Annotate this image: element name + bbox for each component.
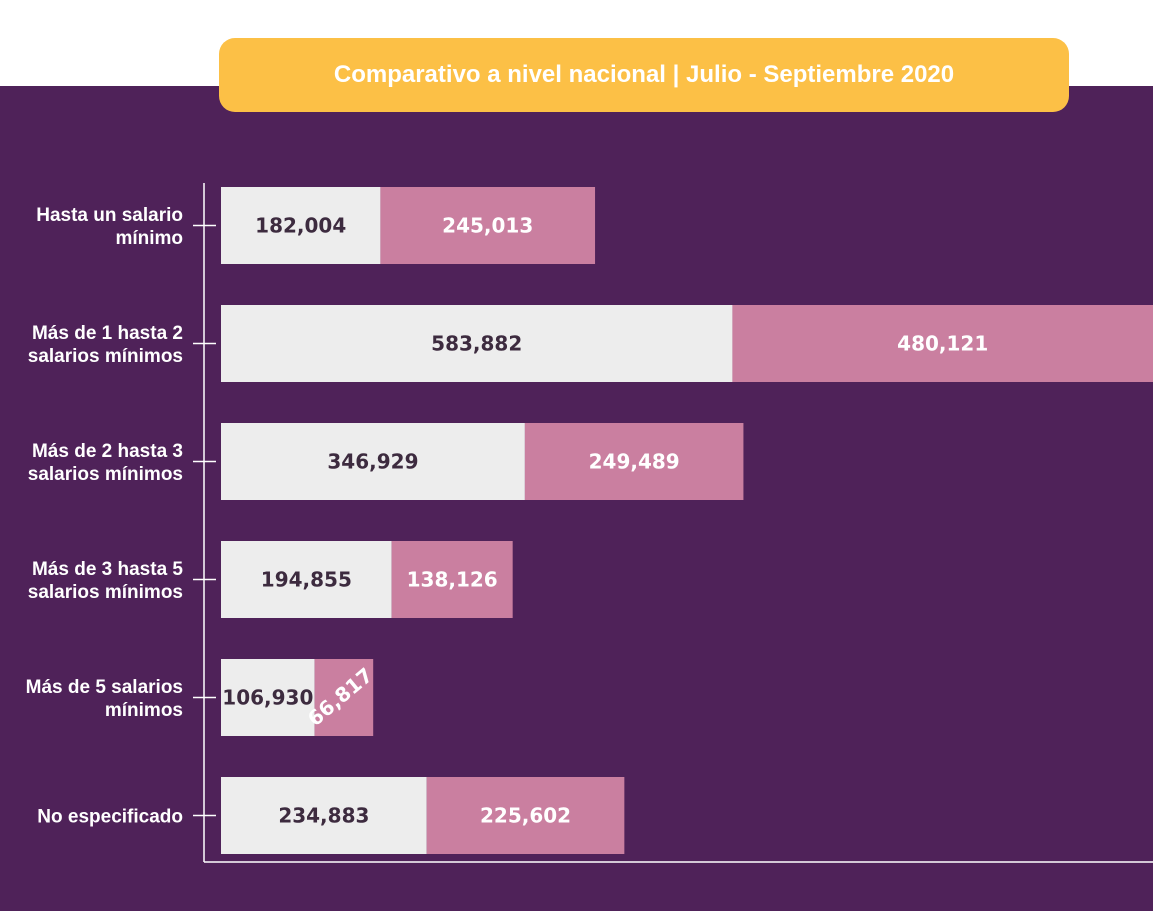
bars-layer <box>221 187 1153 854</box>
bar-segment-first <box>221 777 427 854</box>
bar-segment-first <box>221 541 392 618</box>
bar-segment-first <box>221 187 381 264</box>
bar-segment-first <box>221 659 315 736</box>
data-label: 249,489 <box>589 450 680 474</box>
data-label: 480,121 <box>897 332 988 356</box>
bar-segment-second <box>380 187 596 264</box>
data-label: 182,004 <box>255 214 346 238</box>
bar-segment-first <box>221 423 525 500</box>
category-label: salarios mínimos <box>28 346 183 367</box>
data-label: 583,882 <box>431 332 522 356</box>
category-label: Más de 3 hasta 5 <box>32 559 183 580</box>
category-label: Más de 2 hasta 3 <box>32 441 183 462</box>
category-label: Más de 5 salarios <box>26 677 183 698</box>
category-label: mínimos <box>105 700 183 721</box>
bar-segment-second <box>524 423 744 500</box>
category-label: Más de 1 hasta 2 <box>32 323 183 344</box>
chart-title: Comparativo a nivel nacional | Julio - S… <box>219 38 1069 112</box>
category-label: mínimo <box>115 228 183 249</box>
category-label: Hasta un salario <box>36 205 183 226</box>
data-label: 106,930 <box>222 686 313 710</box>
bar-segment-second <box>314 659 374 736</box>
category-label: salarios mínimos <box>28 582 183 603</box>
axis-layer <box>193 183 1153 863</box>
bar-segment-second <box>391 541 513 618</box>
bar-segment-first <box>221 305 733 382</box>
data-label: 234,883 <box>278 804 369 828</box>
data-label: 346,929 <box>327 450 418 474</box>
bar-segment-second <box>732 305 1153 382</box>
data-label: 138,126 <box>407 568 498 592</box>
category-label: No especificado <box>37 807 183 828</box>
category-label: salarios mínimos <box>28 464 183 485</box>
data-label: 194,855 <box>261 568 352 592</box>
data-label: 225,602 <box>480 804 571 828</box>
data-label: 245,013 <box>442 214 533 238</box>
bar-segment-second <box>426 777 625 854</box>
